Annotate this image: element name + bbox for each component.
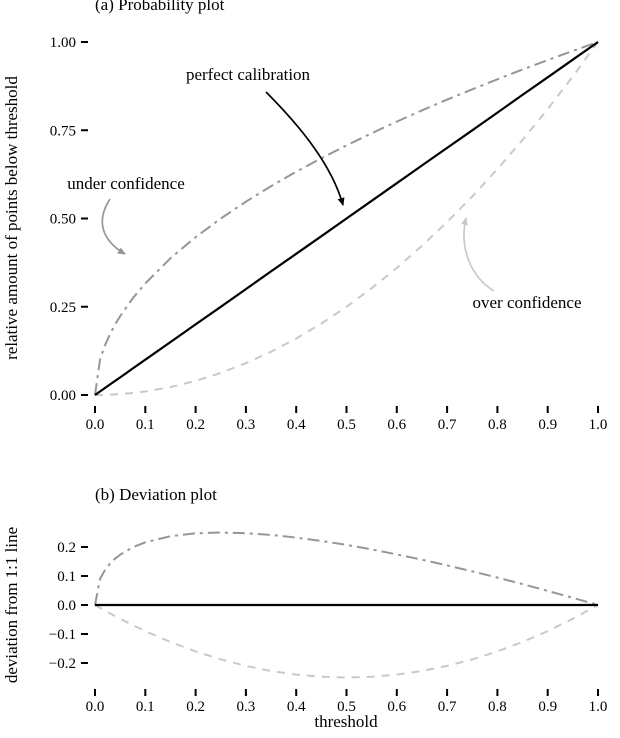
y-tick-label: 0.75	[50, 123, 76, 139]
y-tick-label: −0.2	[49, 656, 76, 672]
y-tick-label: −0.1	[49, 627, 76, 643]
perfect-calibration-annotation: perfect calibration	[186, 65, 311, 84]
x-axis-label: threshold	[314, 712, 378, 731]
x-tick-label: 0.7	[438, 699, 457, 715]
x-tick-label: 0.9	[538, 417, 557, 433]
y-tick-label: 0.25	[50, 300, 76, 316]
panel-a-y-ticks: 1.00 0.75 0.50 0.25 0.00	[50, 35, 88, 404]
x-tick-label: 0.3	[237, 699, 256, 715]
panel-b-title: (b) Deviation plot	[95, 485, 217, 504]
over-confidence-annotation: over confidence	[472, 293, 581, 312]
panel-a-title: (a) Probability plot	[95, 0, 225, 14]
x-tick-label: 0.0	[86, 417, 105, 433]
x-tick-label: 0.5	[337, 699, 356, 715]
x-tick-label: 0.3	[237, 417, 256, 433]
under-confidence-annotation: under confidence	[67, 174, 185, 193]
x-tick-label: 0.5	[337, 417, 356, 433]
x-tick-label: 0.4	[287, 417, 306, 433]
perfect-calibration-arrow-icon	[265, 91, 345, 206]
panel-b-y-ticks: 0.2 0.1 0.0 −0.1 −0.2	[49, 540, 88, 672]
x-tick-label: 0.9	[538, 699, 557, 715]
under-confidence-curve-b	[94, 531, 599, 606]
y-tick-label: 0.0	[57, 598, 76, 614]
y-tick-label: 1.00	[50, 35, 76, 51]
panel-b-y-axis-label: deviation from 1:1 line	[2, 527, 21, 683]
x-tick-label: 0.8	[488, 699, 507, 715]
x-tick-label: 1.0	[589, 699, 608, 715]
x-tick-label: 0.0	[86, 699, 105, 715]
x-tick-label: 0.6	[387, 699, 406, 715]
x-tick-label: 1.0	[589, 417, 608, 433]
x-tick-label: 0.2	[186, 417, 205, 433]
panel-b-x-ticks: 0.0 0.1 0.2 0.3 0.4 0.5 0.6 0.7 0.8 0.9 1.0	[86, 689, 608, 715]
y-tick-label: 0.50	[50, 212, 76, 228]
x-tick-label: 0.1	[136, 417, 155, 433]
x-tick-label: 0.4	[287, 699, 306, 715]
panel-a-y-axis-label: relative amount of points below threshol…	[2, 76, 21, 360]
y-tick-label: 0.00	[50, 388, 76, 404]
y-tick-label: 0.2	[57, 540, 76, 556]
over-confidence-arrow-icon	[461, 217, 495, 292]
under-confidence-curve-a	[94, 41, 599, 396]
x-tick-label: 0.1	[136, 699, 155, 715]
over-confidence-curve-b	[94, 604, 599, 679]
x-tick-label: 0.2	[186, 699, 205, 715]
x-tick-label: 0.7	[438, 417, 457, 433]
x-tick-label: 0.8	[488, 417, 507, 433]
perfect-calibration-line-a	[94, 41, 599, 396]
over-confidence-curve-a	[95, 41, 599, 396]
y-tick-label: 0.1	[57, 569, 76, 585]
under-confidence-arrow-icon	[101, 198, 126, 255]
panel-a-x-ticks: 0.0 0.1 0.2 0.3 0.4 0.5 0.6 0.7 0.8 0.9 1.0	[86, 406, 608, 433]
x-tick-label: 0.6	[387, 417, 406, 433]
